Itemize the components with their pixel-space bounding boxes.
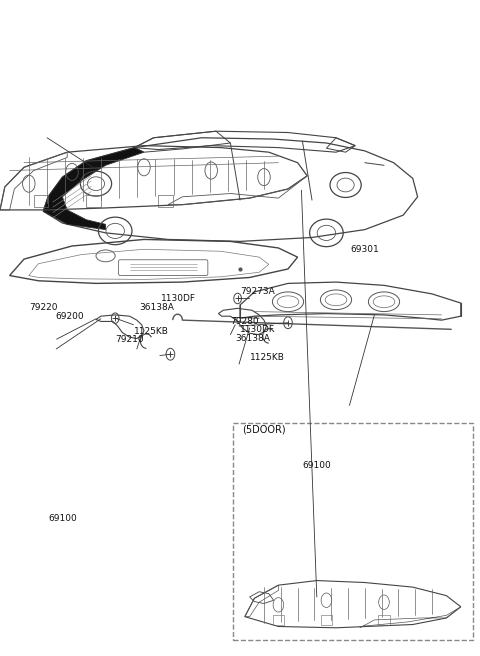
Text: 69301: 69301 (350, 245, 379, 254)
Text: 1130DF: 1130DF (240, 325, 275, 335)
Bar (321, 615, 332, 625)
Text: 69200: 69200 (55, 312, 84, 321)
Bar (86, 195, 101, 207)
Text: 1125KB: 1125KB (134, 327, 169, 336)
Text: 69100: 69100 (48, 514, 77, 523)
Text: 36138A: 36138A (235, 334, 270, 343)
Bar (158, 195, 173, 207)
Text: 79210: 79210 (115, 335, 144, 344)
Text: 1125KB: 1125KB (250, 353, 285, 362)
Text: 1130DF: 1130DF (161, 294, 196, 303)
Polygon shape (43, 148, 144, 230)
Bar (233, 423, 473, 640)
Bar (378, 615, 390, 625)
Bar (273, 615, 284, 625)
Text: 79280: 79280 (230, 317, 259, 326)
Text: 79220: 79220 (29, 302, 57, 312)
Text: 36138A: 36138A (139, 302, 174, 312)
Bar (34, 195, 48, 207)
Text: 69100: 69100 (302, 461, 331, 470)
Text: 79273A: 79273A (240, 287, 275, 297)
Text: (5DOOR): (5DOOR) (242, 424, 286, 435)
